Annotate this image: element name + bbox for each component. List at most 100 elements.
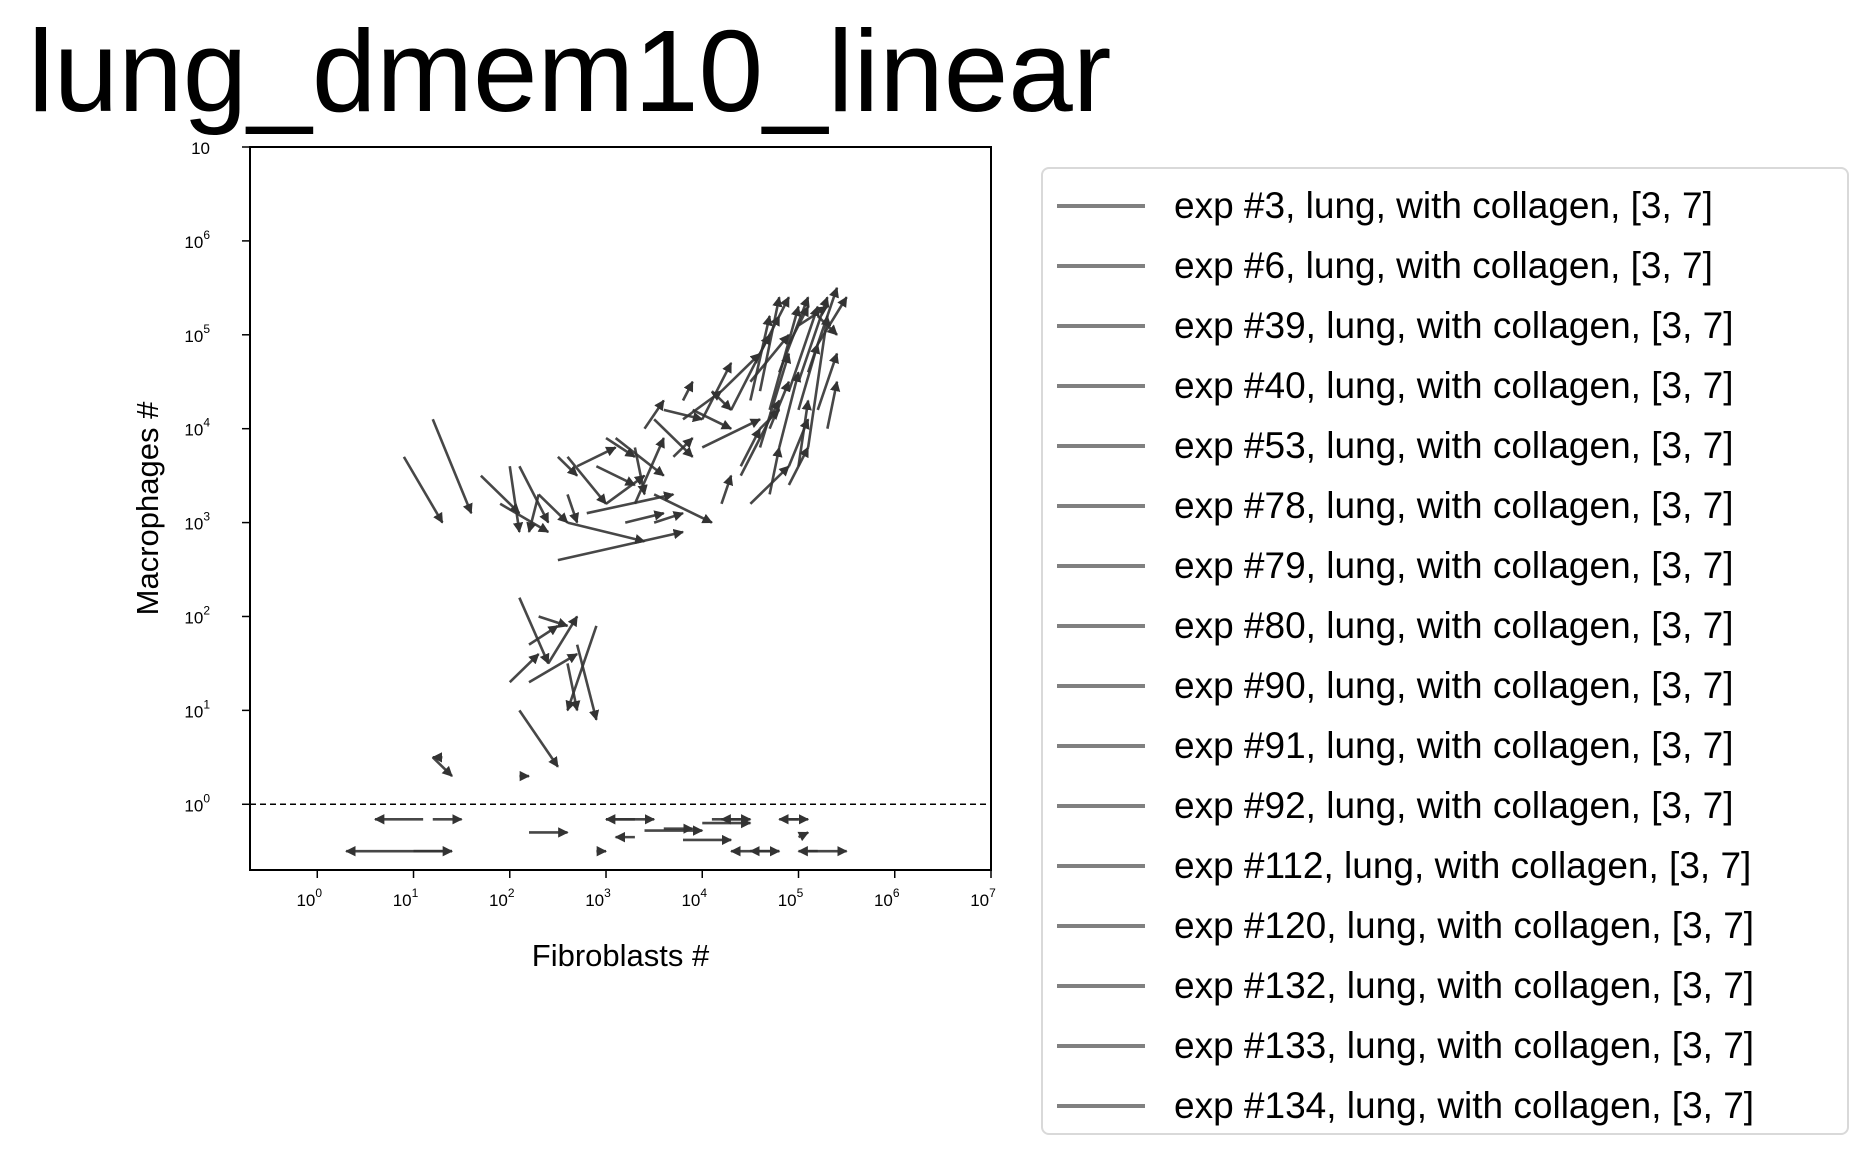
trajectory-arrow (566, 663, 581, 712)
x-tick-label: 100 (296, 886, 322, 910)
trajectory-arrow (402, 456, 444, 524)
trajectory-arrow (758, 296, 783, 392)
trajectory-arrow (653, 493, 713, 524)
trajectory-arrow (681, 380, 694, 402)
trajectory-arrow (816, 296, 848, 345)
trajectory-arrow (508, 466, 524, 534)
legend-label: exp #40, lung, with collagen, [3, 7] (1174, 365, 1734, 406)
legend-label: exp #53, lung, with collagen, [3, 7] (1174, 425, 1734, 466)
legend-label: exp #134, lung, with collagen, [3, 7] (1174, 1085, 1755, 1126)
x-tick-label: 106 (874, 886, 900, 910)
chart-title: lung_dmem10_linear (28, 6, 1112, 136)
legend-entry: exp #132, lung, with collagen, [3, 7] (1043, 957, 1847, 1015)
trajectory-arrow (653, 418, 694, 458)
trajectory-arrow (431, 418, 473, 515)
y-tick-label: 104 (184, 416, 210, 440)
legend-line-swatch (1057, 624, 1145, 628)
trajectory-arrow (720, 474, 734, 505)
legend-line-swatch (1057, 324, 1145, 328)
legend-line-swatch (1057, 984, 1145, 988)
legend-entry: exp #133, lung, with collagen, [3, 7] (1043, 1017, 1847, 1075)
trajectory-arrow (499, 502, 550, 534)
trajectory-arrow (518, 597, 550, 665)
legend-line-swatch (1057, 384, 1145, 388)
trajectory-arrow (508, 653, 540, 684)
trajectory-arrow (537, 493, 569, 524)
legend-line-swatch (1057, 444, 1145, 448)
y-tick-label: 10 (191, 139, 210, 158)
trajectory-arrow (518, 709, 559, 768)
trajectory-arrow (633, 437, 665, 505)
legend-entry: exp #90, lung, with collagen, [3, 7] (1043, 657, 1847, 715)
legend-line-swatch (1057, 264, 1145, 268)
trajectory-arrow (586, 491, 675, 515)
legend-line-swatch (1057, 744, 1145, 748)
y-tick-label: 103 (184, 510, 210, 534)
trajectory-arrow (768, 446, 783, 495)
trajectory-arrow (431, 756, 453, 778)
x-tick-label: 101 (393, 886, 419, 910)
legend-line-swatch (1057, 684, 1145, 688)
trajectory-arrow (518, 465, 550, 524)
legend-label: exp #112, lung, with collagen, [3, 7] (1174, 845, 1752, 886)
trajectory-arrow (816, 315, 838, 336)
legend: exp #3, lung, with collagen, [3, 7] exp #… (1041, 167, 1849, 1135)
trajectory-arrow (624, 510, 665, 524)
legend-label: exp #120, lung, with collagen, [3, 7] (1174, 905, 1755, 946)
trajectory-arrow (749, 465, 790, 505)
plot-frame (249, 146, 992, 871)
y-tick-label: 106 (184, 228, 210, 252)
legend-line-swatch (1057, 564, 1145, 568)
legend-entry: exp #3, lung, with collagen, [3, 7] (1043, 177, 1847, 235)
trajectory-arrow (547, 615, 579, 665)
x-tick-label: 107 (970, 886, 996, 910)
legend-label: exp #91, lung, with collagen, [3, 7] (1174, 725, 1734, 766)
trajectory-arrow (575, 644, 600, 721)
trajectory-arrow (566, 456, 608, 505)
legend-line-swatch (1057, 204, 1145, 208)
legend-label: exp #92, lung, with collagen, [3, 7] (1174, 785, 1734, 826)
trajectory-arrow (557, 528, 685, 562)
legend-label: exp #39, lung, with collagen, [3, 7] (1174, 305, 1734, 346)
trajectory-arrow (479, 474, 521, 515)
legend-entry: exp #92, lung, with collagen, [3, 7] (1043, 777, 1847, 835)
trajectory-arrow (643, 399, 665, 430)
trajectory-arrow (595, 465, 636, 487)
x-tick-label: 103 (585, 886, 611, 910)
legend-entry: exp #40, lung, with collagen, [3, 7] (1043, 357, 1847, 415)
legend-entry: exp #53, lung, with collagen, [3, 7] (1043, 417, 1847, 475)
trajectory-arrow (720, 352, 761, 393)
trajectory-arrow (749, 333, 790, 383)
y-tick-label: 101 (184, 697, 210, 721)
trajectory-arrow (778, 296, 791, 317)
y-axis-label: Macrophages # (130, 401, 165, 615)
trajectory-arrow (710, 390, 733, 411)
legend-entry: exp #112, lung, with collagen, [3, 7] (1043, 837, 1847, 895)
legend-entry: exp #78, lung, with collagen, [3, 7] (1043, 477, 1847, 535)
trajectory-arrow (816, 352, 839, 411)
trajectory-arrow (758, 315, 781, 355)
legend-entry: exp #91, lung, with collagen, [3, 7] (1043, 717, 1847, 775)
trajectory-arrow (576, 446, 617, 468)
trajectory-arrow (826, 380, 841, 429)
zero-macrophage-arrow (797, 831, 810, 842)
legend-label: exp #80, lung, with collagen, [3, 7] (1174, 605, 1734, 646)
y-tick-label: 100 (184, 791, 210, 815)
legend-line-swatch (1057, 1104, 1145, 1108)
legend-line-swatch (1057, 504, 1145, 508)
legend-line-swatch (1057, 924, 1145, 928)
trajectory-arrow (701, 362, 733, 420)
legend-label: exp #6, lung, with collagen, [3, 7] (1174, 245, 1713, 286)
trajectory-arrow (797, 399, 812, 467)
trajectory-arrow (663, 408, 704, 423)
legend-label: exp #78, lung, with collagen, [3, 7] (1174, 485, 1734, 526)
legend-entry: exp #134, lung, with collagen, [3, 7] (1043, 1077, 1847, 1135)
trajectory-arrow (672, 437, 694, 458)
trajectory-arrow (739, 399, 781, 477)
legend-line-swatch (1057, 804, 1145, 808)
trajectory-arrow (768, 380, 791, 430)
y-tick-label: 105 (184, 322, 210, 346)
trajectory-arrow (567, 521, 646, 545)
trajectory-arrow (556, 455, 579, 477)
